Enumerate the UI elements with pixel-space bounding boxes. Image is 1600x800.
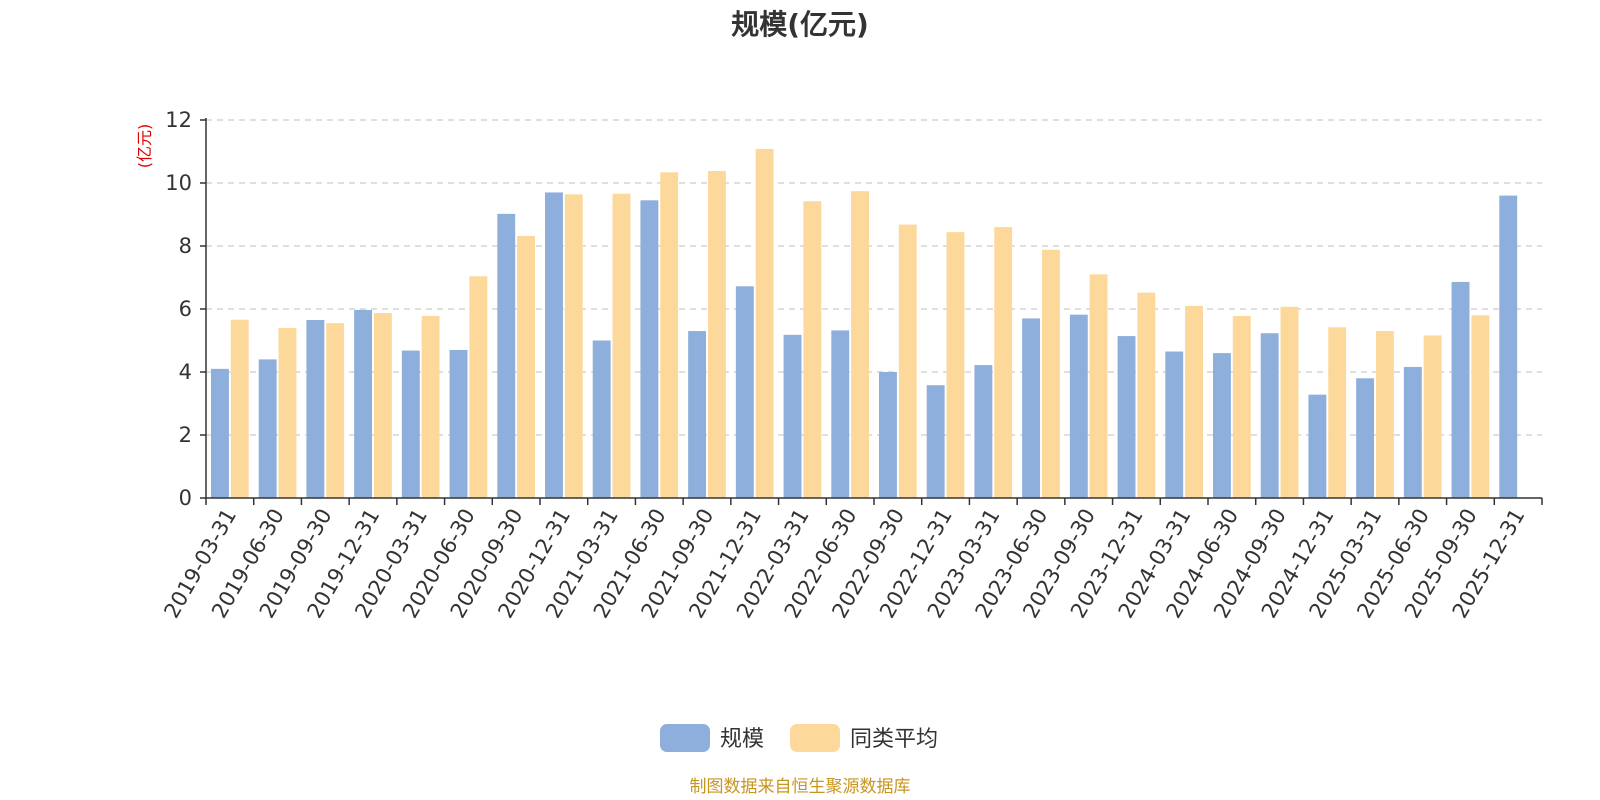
bar-peer-average-2023-09-30 <box>1089 274 1108 498</box>
chart-title: 规模(亿元) <box>731 8 869 41</box>
bar-peer-average-2025-03-31 <box>1375 331 1394 498</box>
bar-peer-average-2020-09-30 <box>517 235 535 499</box>
bar-scale-2025-06-30 <box>1403 366 1422 498</box>
bar-scale-2022-06-30 <box>831 330 850 498</box>
bar-scale-2020-06-30 <box>449 349 468 498</box>
bar-peer-average-2019-06-30 <box>278 327 297 498</box>
legend-label-peer-average[interactable]: 同类平均 <box>850 727 938 752</box>
bar-scale-2020-03-31 <box>401 350 420 498</box>
legend-label-scale[interactable]: 规模 <box>720 727 764 752</box>
bar-scale-2024-09-30 <box>1260 333 1279 498</box>
bar-peer-average-2024-09-30 <box>1280 306 1299 498</box>
bar-peer-average-2022-09-30 <box>898 224 917 498</box>
bar-scale-2025-12-31 <box>1499 195 1518 498</box>
bar-peer-average-2020-12-31 <box>564 194 583 498</box>
bar-peer-average-2021-09-30 <box>707 171 726 498</box>
legend-swatch-peer-average[interactable] <box>790 724 840 752</box>
bar-peer-average-2025-06-30 <box>1423 335 1442 498</box>
bar-peer-average-2024-03-31 <box>1185 305 1203 498</box>
bar-peer-average-2023-06-30 <box>1041 249 1060 498</box>
y-tick-label: 8 <box>179 234 192 258</box>
y-tick-label: 4 <box>179 360 192 384</box>
y-tick-label: 2 <box>179 423 192 447</box>
bar-scale-2022-12-31 <box>926 385 945 498</box>
bar-scale-2019-06-30 <box>258 359 277 498</box>
bar-peer-average-2021-06-30 <box>660 172 679 499</box>
bar-scale-2019-03-31 <box>211 368 229 498</box>
bar-scale-2020-12-31 <box>545 192 563 498</box>
y-axis-unit-label: (亿元) <box>135 124 154 169</box>
data-source-note: 制图数据来自恒生聚源数据库 <box>690 777 911 797</box>
bar-scale-2019-09-30 <box>306 320 325 498</box>
bar-peer-average-2021-12-31 <box>755 148 774 499</box>
bar-scale-2025-09-30 <box>1451 281 1470 498</box>
bar-peer-average-2022-12-31 <box>946 232 965 498</box>
legend: 规模 同类平均 <box>660 724 938 752</box>
bar-scale-2023-12-31 <box>1117 336 1136 498</box>
bar-scale-2024-06-30 <box>1213 353 1231 498</box>
bar-scale-2021-06-30 <box>640 200 659 498</box>
bar-peer-average-2022-03-31 <box>803 201 822 498</box>
bar-peer-average-2022-06-30 <box>851 191 869 498</box>
bars <box>211 148 1518 499</box>
bar-peer-average-2020-03-31 <box>421 315 440 498</box>
bar-peer-average-2023-12-31 <box>1137 292 1156 498</box>
bar-peer-average-2019-12-31 <box>373 313 392 498</box>
bar-scale-2023-09-30 <box>1069 314 1088 498</box>
y-tick-label: 0 <box>179 486 192 510</box>
y-tick-label: 6 <box>179 297 192 321</box>
bar-peer-average-2023-03-31 <box>994 227 1013 498</box>
bar-scale-2019-12-31 <box>354 309 373 498</box>
bar-peer-average-2019-03-31 <box>230 319 249 498</box>
bar-scale-2023-06-30 <box>1022 318 1041 498</box>
legend-swatch-scale[interactable] <box>660 724 710 752</box>
bar-scale-2021-09-30 <box>688 331 707 498</box>
bar-peer-average-2024-12-31 <box>1328 327 1347 498</box>
bar-scale-2024-03-31 <box>1165 351 1184 498</box>
bar-scale-2021-03-31 <box>592 340 611 498</box>
bar-scale-2022-03-31 <box>783 334 802 498</box>
bar-scale-2020-09-30 <box>497 213 516 498</box>
bar-scale-2024-12-31 <box>1308 394 1327 498</box>
bar-peer-average-2024-06-30 <box>1232 315 1251 498</box>
bar-scale-2025-03-31 <box>1356 378 1375 498</box>
bar-peer-average-2021-03-31 <box>612 193 631 498</box>
y-tick-label: 12 <box>165 108 192 132</box>
bar-scale-2023-03-31 <box>974 365 993 498</box>
bar-peer-average-2019-09-30 <box>326 323 345 498</box>
y-tick-label: 10 <box>165 171 192 195</box>
bar-peer-average-2025-09-30 <box>1471 315 1490 498</box>
bar-scale-2021-12-31 <box>735 286 754 498</box>
bar-scale-2022-09-30 <box>879 372 897 498</box>
bar-peer-average-2020-06-30 <box>469 276 488 498</box>
